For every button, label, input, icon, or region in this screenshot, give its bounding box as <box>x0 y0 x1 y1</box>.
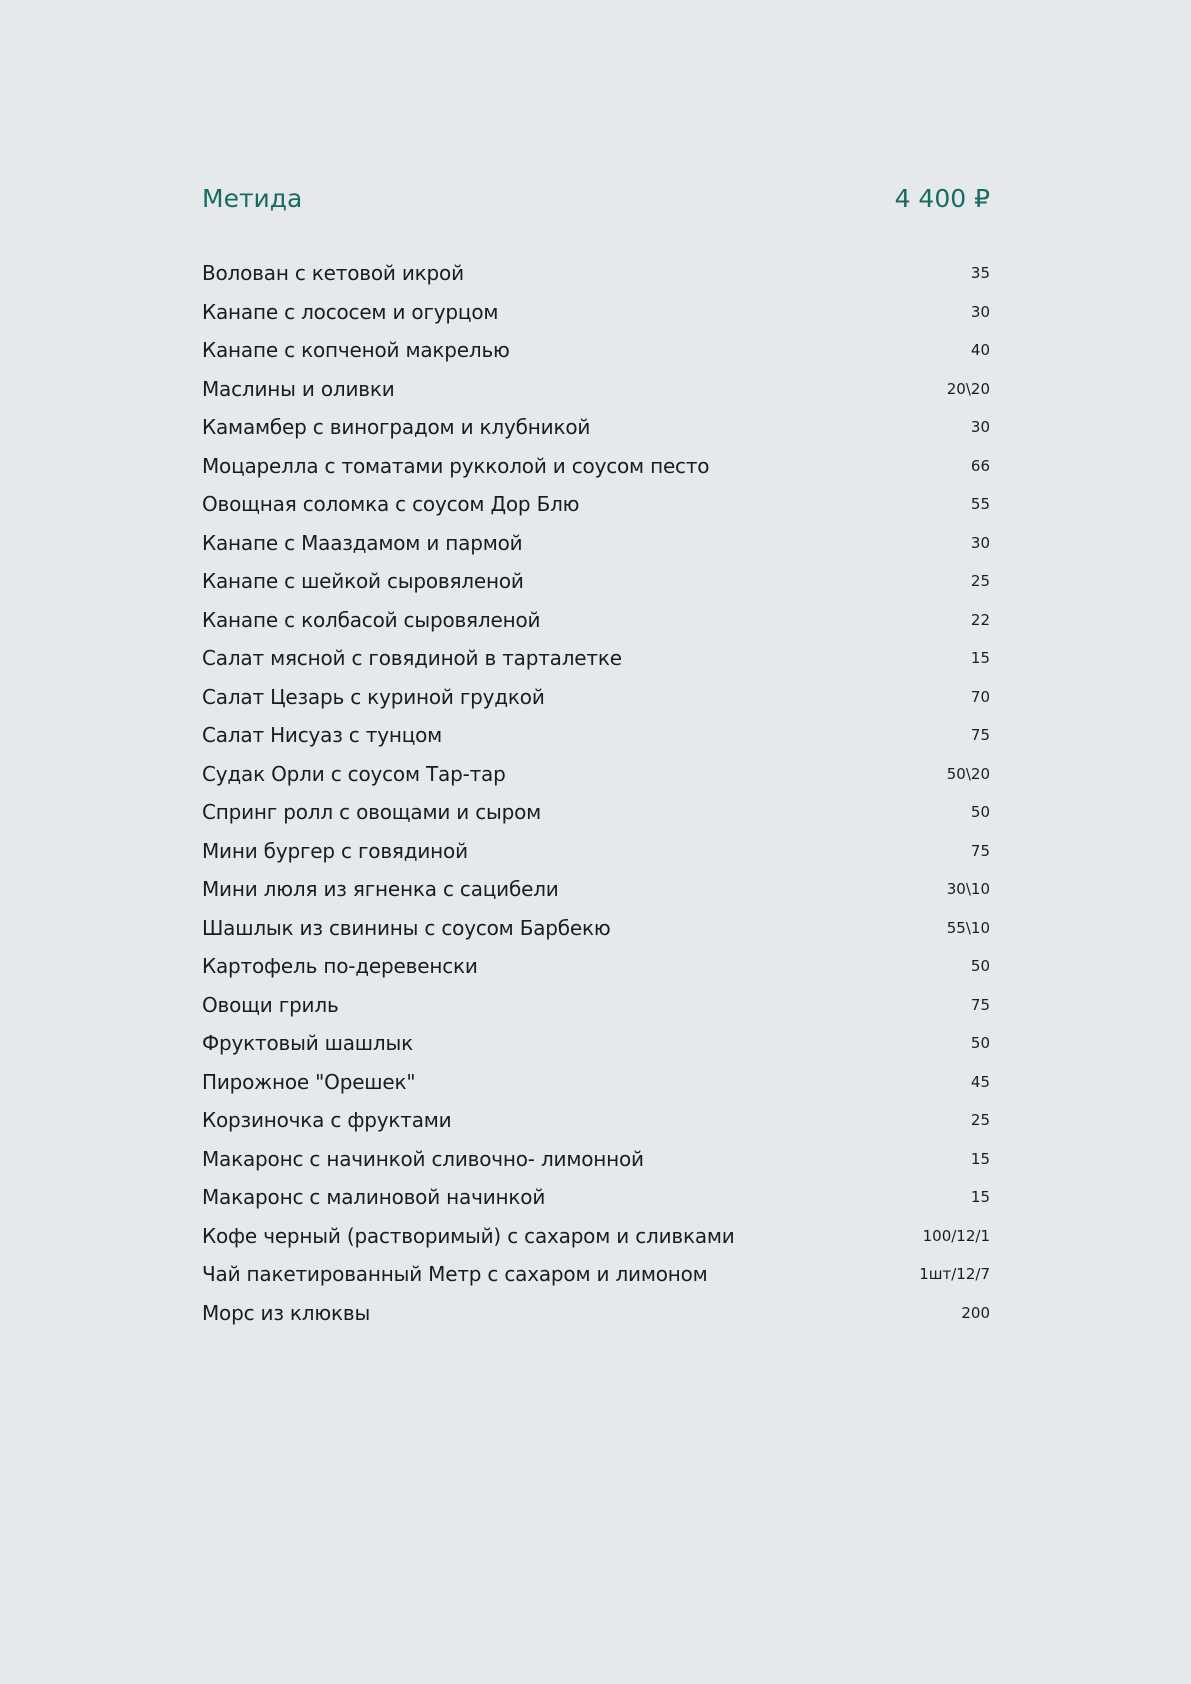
menu-item-qty: 15 <box>970 649 990 668</box>
menu-item-qty: 50 <box>970 803 990 822</box>
menu-item-qty: 50 <box>970 1034 990 1053</box>
menu-item: Овощи гриль 75 <box>202 986 990 1025</box>
menu-item-qty: 40 <box>970 341 990 360</box>
menu-item: Моцарелла с томатами рукколой и соусом п… <box>202 447 990 486</box>
menu-item-qty: 15 <box>970 1188 990 1207</box>
menu-item-qty: 100/12/1 <box>922 1226 990 1245</box>
menu-item-name: Салат Нисуаз с тунцом <box>202 723 443 748</box>
menu-item: Спринг ролл с овощами и сыром 50 <box>202 793 990 832</box>
menu-item-qty: 75 <box>970 841 990 860</box>
menu-item-qty: 25 <box>970 572 990 591</box>
menu-item: Маслины и оливки 20\20 <box>202 370 990 409</box>
menu-items-list: Волован с кетовой икрой 35 Канапе с лососе… <box>202 254 990 1332</box>
menu-item: Овощная соломка с соусом Дор Блю 55 <box>202 485 990 524</box>
menu-item-name: Картофель по-деревенски <box>202 954 478 979</box>
menu-item-qty: 20\20 <box>946 379 990 398</box>
menu-item-name: Макаронс с малиновой начинкой <box>202 1185 546 1210</box>
menu-item: Канапе с колбасой сыровяленой 22 <box>202 601 990 640</box>
menu-item-name: Спринг ролл с овощами и сыром <box>202 800 542 825</box>
menu-item-qty: 55\10 <box>946 918 990 937</box>
menu-item-name: Корзиночка с фруктами <box>202 1108 452 1133</box>
menu-item-qty: 30 <box>970 533 990 552</box>
menu-item-qty: 30\10 <box>946 880 990 899</box>
menu-item-name: Волован с кетовой икрой <box>202 261 464 286</box>
menu-item-name: Овощная соломка с соусом Дор Блю <box>202 492 580 517</box>
menu-item-name: Чай пакетированный Метр с сахаром и лимо… <box>202 1262 708 1287</box>
menu-item-name: Канапе с колбасой сыровяленой <box>202 607 541 632</box>
menu-item-name: Маслины и оливки <box>202 376 395 401</box>
menu-item-name: Пирожное "Орешек" <box>202 1069 416 1094</box>
menu-item-qty: 30 <box>970 418 990 437</box>
menu-item-name: Морс из клюквы <box>202 1300 371 1325</box>
menu-item: Кофе черный (растворимый) с сахаром и сл… <box>202 1217 990 1256</box>
menu-item-qty: 45 <box>970 1072 990 1091</box>
menu-item-name: Канапе с копченой макрелью <box>202 338 510 363</box>
menu-item: Макаронс с малиновой начинкой 15 <box>202 1178 990 1217</box>
menu-item-name: Салат мясной с говядиной в тарталетке <box>202 646 622 671</box>
menu-item-qty: 75 <box>970 995 990 1014</box>
menu-item-qty: 50\20 <box>946 764 990 783</box>
menu-price: 4 400 ₽ <box>894 183 990 213</box>
menu-item: Картофель по-деревенски 50 <box>202 947 990 986</box>
menu-item-name: Канапе с шейкой сыровяленой <box>202 569 524 594</box>
menu-item: Канапе с Мааздамом и пармой 30 <box>202 524 990 563</box>
menu-item: Волован с кетовой икрой 35 <box>202 254 990 293</box>
menu-item-qty: 25 <box>970 1111 990 1130</box>
menu-item-qty: 15 <box>970 1149 990 1168</box>
menu-item-qty: 66 <box>970 456 990 475</box>
menu-item: Морс из клюквы 200 <box>202 1294 990 1333</box>
menu-item-name: Канапе с лососем и огурцом <box>202 299 499 324</box>
menu-item-qty: 30 <box>970 302 990 321</box>
menu-item-qty: 70 <box>970 687 990 706</box>
menu-item-name: Шашлык из свинины с соусом Барбекю <box>202 915 611 940</box>
menu-item-name: Овощи гриль <box>202 992 339 1017</box>
menu-item: Салат Нисуаз с тунцом 75 <box>202 716 990 755</box>
menu-item: Чай пакетированный Метр с сахаром и лимо… <box>202 1255 990 1294</box>
menu-item: Канапе с копченой макрелью 40 <box>202 331 990 370</box>
menu-item-name: Макаронс с начинкой сливочно- лимонной <box>202 1146 644 1171</box>
menu-item-qty: 55 <box>970 495 990 514</box>
menu-item: Пирожное "Орешек" 45 <box>202 1063 990 1102</box>
menu-title: Метида <box>202 183 303 213</box>
menu-item-name: Мини люля из ягненка с сацибели <box>202 877 559 902</box>
menu-item-name: Салат Цезарь с куриной грудкой <box>202 684 545 709</box>
menu-item: Судак Орли с соусом Тар-тар 50\20 <box>202 755 990 794</box>
menu-item-qty: 200 <box>961 1303 990 1322</box>
menu-item: Камамбер с виноградом и клубникой 30 <box>202 408 990 447</box>
menu-item-name: Фруктовый шашлык <box>202 1031 413 1056</box>
menu-item-name: Мини бургер с говядиной <box>202 838 468 863</box>
menu-item: Мини бургер с говядиной 75 <box>202 832 990 871</box>
menu-item-name: Канапе с Мааздамом и пармой <box>202 530 523 555</box>
menu-item-qty: 22 <box>970 610 990 629</box>
menu-item: Корзиночка с фруктами 25 <box>202 1101 990 1140</box>
menu-item-qty: 75 <box>970 726 990 745</box>
menu-item-qty: 50 <box>970 957 990 976</box>
menu-item-qty: 1шт/12/7 <box>919 1265 990 1284</box>
menu-item-name: Судак Орли с соусом Тар-тар <box>202 761 506 786</box>
menu-item-name: Камамбер с виноградом и клубникой <box>202 415 591 440</box>
menu-item-name: Кофе черный (растворимый) с сахаром и сл… <box>202 1223 735 1248</box>
menu-item: Шашлык из свинины с соусом Барбекю 55\10 <box>202 909 990 948</box>
menu-item: Салат мясной с говядиной в тарталетке 15 <box>202 639 990 678</box>
menu-item: Макаронс с начинкой сливочно- лимонной 15 <box>202 1140 990 1179</box>
menu-item: Салат Цезарь с куриной грудкой 70 <box>202 678 990 717</box>
menu-item: Канапе с шейкой сыровяленой 25 <box>202 562 990 601</box>
menu-header: Метида 4 400 ₽ <box>202 180 990 216</box>
menu-item-name: Моцарелла с томатами рукколой и соусом п… <box>202 453 710 478</box>
menu-item: Канапе с лососем и огурцом 30 <box>202 293 990 332</box>
menu-item: Фруктовый шашлык 50 <box>202 1024 990 1063</box>
menu-item-qty: 35 <box>970 264 990 283</box>
menu-item: Мини люля из ягненка с сацибели 30\10 <box>202 870 990 909</box>
